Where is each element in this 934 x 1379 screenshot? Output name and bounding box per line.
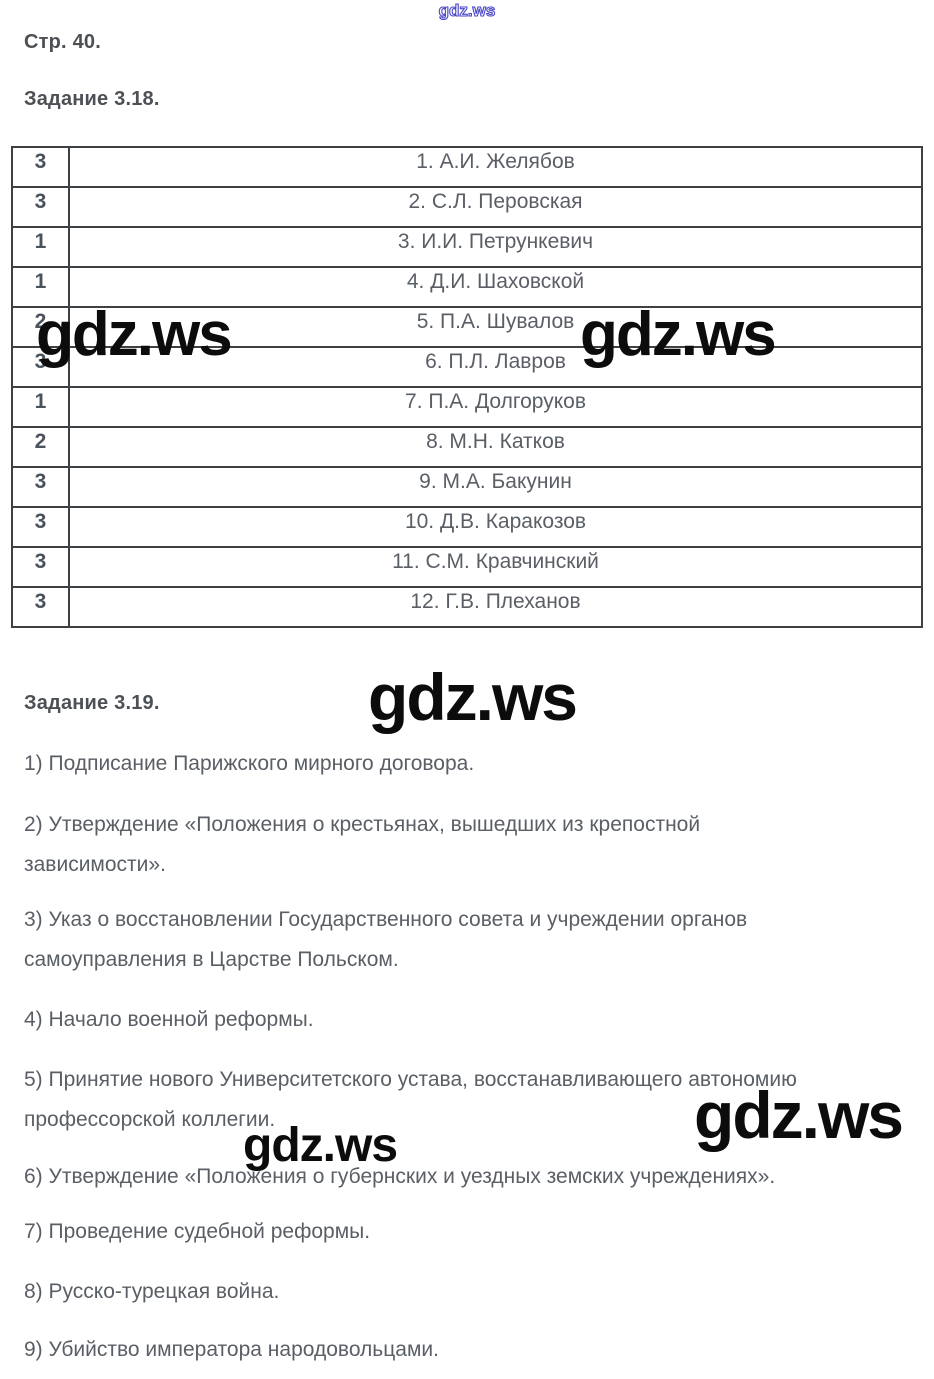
watermark-table-left: gdz.ws: [36, 300, 233, 369]
page-number-label: Стр. 40.: [24, 31, 101, 53]
list-item: 8) Русско-турецкая война.: [24, 1280, 280, 1303]
table-row: 1 4. Д.И. Шаховской: [11, 266, 923, 308]
table-row: 3 9. М.А. Бакунин: [11, 466, 923, 508]
answer-cell: 3: [11, 346, 70, 388]
list-item: 2) Утверждение «Положения о крестьянах, …: [24, 813, 701, 876]
watermark-table-right: gdz.ws: [580, 300, 777, 369]
watermark-list-left: gdz.ws: [243, 1119, 398, 1172]
watermark-top: gdz.ws: [438, 1, 496, 20]
table-row: 1 3. И.И. Петрункевич: [11, 226, 923, 268]
task-3-18-heading: Задание 3.18.: [24, 88, 160, 110]
task-3-19-heading: Задание 3.19.: [24, 692, 160, 714]
list-item: 3) Указ о восстановлении Государственног…: [24, 908, 748, 971]
list-item: 5) Принятие нового Университетского уста…: [24, 1068, 797, 1131]
person-cell: 3. И.И. Петрункевич: [68, 226, 923, 268]
list-item: 7) Проведение судебной реформы.: [24, 1220, 371, 1243]
matching-answers-table: 3 1. А.И. Желябов 3 2. С.Л. Перовская 1 …: [11, 146, 923, 628]
answer-cell: 1: [11, 226, 70, 268]
person-cell: 7. П.А. Долгоруков: [68, 386, 923, 428]
person-cell: 8. М.Н. Катков: [68, 426, 923, 468]
answer-cell: 3: [11, 186, 70, 228]
person-cell: 1. А.И. Желябов: [68, 146, 923, 188]
answer-cell: 3: [11, 586, 70, 628]
table-row: 3 10. Д.В. Каракозов: [11, 506, 923, 548]
person-cell: 11. С.М. Кравчинский: [68, 546, 923, 588]
answer-cell: 3: [11, 466, 70, 508]
table-row: 2 8. М.Н. Катков: [11, 426, 923, 468]
watermark-center: gdz.ws: [368, 660, 578, 734]
table-row: 3 11. С.М. Кравчинский: [11, 546, 923, 588]
table-row: 3 12. Г.В. Плеханов: [11, 586, 923, 628]
list-item: 9) Убийство императора народовольцами.: [24, 1338, 439, 1361]
list-item: 6) Утверждение «Положения о губернских и…: [24, 1165, 776, 1188]
answer-cell: 3: [11, 506, 70, 548]
table-row: 3 1. А.И. Желябов: [11, 146, 923, 188]
person-cell: 10. Д.В. Каракозов: [68, 506, 923, 548]
person-cell: 4. Д.И. Шаховской: [68, 266, 923, 308]
answer-cell: 1: [11, 386, 70, 428]
person-cell: 5. П.А. Шувалов: [68, 306, 923, 348]
watermark-list-right: gdz.ws: [694, 1078, 904, 1152]
list-item: 1) Подписание Парижского мирного договор…: [24, 752, 475, 775]
answer-cell: 3: [11, 546, 70, 588]
person-cell: 9. М.А. Бакунин: [68, 466, 923, 508]
table-row: 2 5. П.А. Шувалов: [11, 306, 923, 348]
person-cell: 6. П.Л. Лавров: [68, 346, 923, 388]
answer-cell: 1: [11, 266, 70, 308]
table-row: 1 7. П.А. Долгоруков: [11, 386, 923, 428]
answer-cell: 3: [11, 146, 70, 188]
person-cell: 2. С.Л. Перовская: [68, 186, 923, 228]
answer-cell: 2: [11, 306, 70, 348]
table-row: 3 2. С.Л. Перовская: [11, 186, 923, 228]
list-item: 4) Начало военной реформы.: [24, 1008, 314, 1031]
answer-cell: 2: [11, 426, 70, 468]
table-row: 3 6. П.Л. Лавров: [11, 346, 923, 388]
person-cell: 12. Г.В. Плеханов: [68, 586, 923, 628]
